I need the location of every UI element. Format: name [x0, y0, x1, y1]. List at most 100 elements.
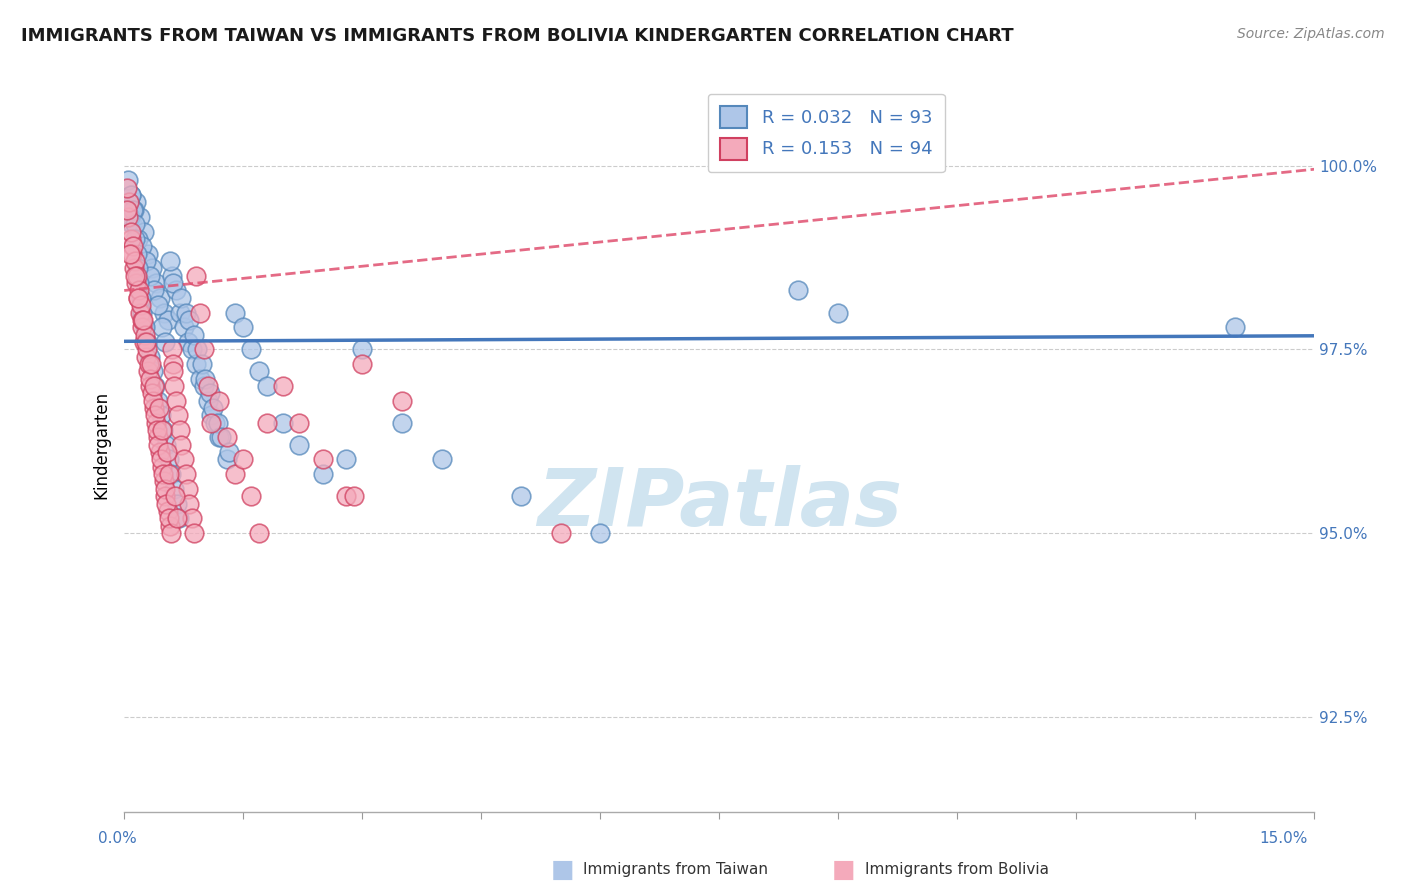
Point: [127, 291, 149, 305]
Point: [141, 261, 163, 276]
Point: [138, 268, 160, 283]
Point: [335, 452, 357, 467]
Point: [129, 298, 152, 312]
Point: [143, 409, 166, 423]
Point: [132, 334, 155, 349]
Point: [141, 357, 163, 371]
Point: [162, 276, 184, 290]
Point: [152, 423, 174, 437]
Point: [131, 239, 153, 253]
Point: [118, 246, 141, 260]
Point: [127, 261, 149, 276]
Point: [224, 467, 246, 482]
Point: [124, 268, 146, 283]
Point: [118, 195, 141, 210]
Point: [197, 393, 219, 408]
Point: [176, 334, 198, 349]
Point: [155, 438, 177, 452]
Point: [136, 334, 159, 349]
Point: [128, 232, 150, 246]
Point: [180, 343, 202, 357]
Point: [135, 350, 157, 364]
Point: [162, 364, 184, 378]
Point: [160, 525, 183, 540]
Point: [152, 467, 174, 482]
Point: [142, 364, 165, 378]
Point: [136, 246, 159, 260]
Point: [135, 334, 157, 349]
Point: [142, 379, 165, 393]
Point: [165, 284, 187, 298]
Point: [156, 313, 179, 327]
Point: [145, 416, 167, 430]
Point: [150, 423, 173, 437]
Point: [159, 518, 181, 533]
Point: [256, 379, 278, 393]
Point: [146, 430, 169, 444]
Text: 15.0%: 15.0%: [1260, 831, 1308, 846]
Point: [148, 393, 170, 408]
Point: [589, 525, 612, 540]
Point: [124, 232, 146, 246]
Point: [149, 291, 172, 305]
Point: [208, 393, 231, 408]
Point: [271, 416, 294, 430]
Point: [169, 423, 191, 437]
Point: [143, 401, 166, 415]
Point: [208, 430, 231, 444]
Point: [217, 430, 239, 444]
Point: [160, 343, 183, 357]
Point: [174, 305, 197, 319]
Point: [343, 489, 366, 503]
Point: [129, 291, 152, 305]
Point: [143, 284, 166, 298]
Point: [156, 445, 179, 459]
Point: [148, 401, 170, 415]
Point: [184, 357, 207, 371]
Point: [166, 496, 188, 510]
Point: [136, 343, 159, 357]
Point: [149, 409, 172, 423]
Point: [247, 525, 270, 540]
Point: [117, 202, 139, 217]
Point: [125, 246, 148, 260]
Point: [183, 525, 205, 540]
Point: [163, 379, 186, 393]
Point: [204, 416, 226, 430]
Point: [827, 305, 849, 319]
Point: [134, 327, 156, 342]
Point: [142, 393, 165, 408]
Point: [145, 276, 167, 290]
Point: [193, 379, 215, 393]
Point: [247, 364, 270, 378]
Point: [209, 430, 232, 444]
Point: [198, 386, 221, 401]
Point: [166, 511, 188, 525]
Legend: R = 0.032   N = 93, R = 0.153   N = 94: R = 0.032 N = 93, R = 0.153 N = 94: [707, 94, 945, 172]
Point: [352, 357, 374, 371]
Point: [430, 452, 453, 467]
Point: [149, 445, 172, 459]
Point: [121, 218, 143, 232]
Point: [148, 438, 170, 452]
Point: [180, 511, 202, 525]
Point: [120, 232, 142, 246]
Point: [128, 276, 150, 290]
Point: [157, 511, 180, 525]
Point: [194, 371, 217, 385]
Point: [139, 371, 162, 385]
Point: [155, 496, 177, 510]
Point: [160, 268, 183, 283]
Point: [176, 482, 198, 496]
Point: [200, 409, 222, 423]
Point: [207, 416, 229, 430]
Point: [391, 416, 413, 430]
Point: [173, 320, 195, 334]
Point: [202, 401, 225, 415]
Point: [200, 416, 222, 430]
Point: [143, 379, 166, 393]
Point: [138, 357, 160, 371]
Point: [124, 254, 146, 268]
Point: [132, 313, 155, 327]
Text: ■: ■: [551, 858, 574, 881]
